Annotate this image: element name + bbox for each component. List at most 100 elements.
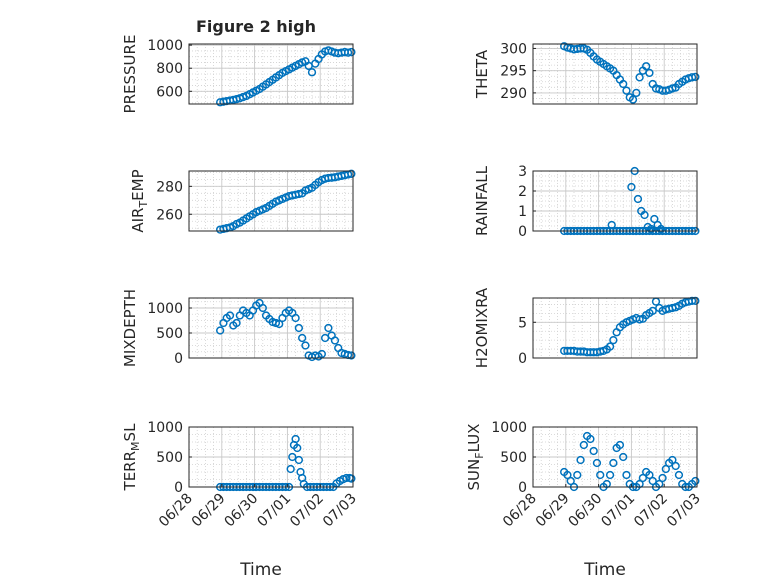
y-tick-label: 0 [174,480,183,496]
y-axis-label: TERRMSL [121,423,142,492]
y-tick-label: 0 [518,224,527,240]
data-point [687,73,697,82]
y-tick-label: 1000 [147,420,183,436]
data-point [307,68,317,77]
y-tick-label: 600 [156,84,183,100]
y-axis-label: SUNFLUX [465,424,486,491]
y-tick-label: 3 [518,164,527,180]
y-tick-label: 260 [156,207,183,223]
data-point [615,440,625,450]
y-axis-label: RAINFALL [473,165,491,236]
axes-box [188,43,354,105]
data-point [576,455,585,465]
y-tick-label: 1000 [491,420,527,436]
data-point [619,452,628,462]
y-tick-label: 1000 [147,301,183,317]
y-axis-label: THETA [473,49,491,99]
data-point [294,189,304,199]
axes-box [532,43,698,105]
data-point [324,323,333,333]
data-point [298,333,307,343]
axes-mixdepth: 0 500 1000 MIXDEPTH [121,289,356,367]
data-point [646,224,656,234]
axes-air_temp: 260 280 AIRTEMP [129,169,356,234]
data-point [573,470,582,480]
data-point [291,434,300,444]
y-tick-label: 290 [500,86,527,102]
data-point [619,79,628,89]
y-axis-label: H2OMIXRA [473,287,491,368]
data-point [589,446,598,456]
data-point [607,220,616,230]
y-tick-label: 0 [518,480,527,496]
data-point [579,440,588,450]
axes-rainfall: 0 1 2 3 RAINFALL [473,164,700,240]
axes-theta: 290 295 300 THETA [473,41,700,105]
data-point [671,461,680,471]
y-tick-label: 500 [500,450,527,466]
y-axis-label: PRESSURE [121,35,139,114]
axes-box [532,170,698,232]
data-point [596,470,605,480]
data-point [592,458,602,468]
data-point [605,342,615,351]
y-tick-label: 280 [156,179,183,195]
data-point [294,323,304,333]
y-axis-label: MIXDEPTH [121,289,139,367]
axes-h2omixra: 0 5 H2OMIXRA [473,287,700,368]
data-point [658,473,667,483]
data-point [563,470,572,480]
data-point [687,296,697,306]
data-point [642,62,651,71]
data-point [258,303,267,313]
data-point [586,434,595,444]
data-point [291,313,300,323]
y-tick-label: 0 [518,351,527,367]
y-tick-label: 300 [500,41,527,57]
y-tick-label: 5 [518,315,527,331]
data-point [628,95,638,104]
data-point [294,455,304,465]
data-point [622,470,631,480]
data-point [566,476,575,486]
data-point [691,476,700,486]
data-point [216,326,225,335]
y-tick-label: 2 [518,184,527,200]
data-point [632,88,641,98]
y-tick-label: 500 [156,326,183,342]
x-axis-label: Time [239,560,282,580]
data-point [668,455,677,465]
data-point [656,224,666,234]
data-point [648,476,657,486]
data-point [635,315,644,324]
axes-box [532,297,698,359]
data-point [301,341,310,350]
data-point [635,73,644,82]
data-point [330,336,340,345]
data-point [342,473,351,483]
y-tick-label: 800 [156,61,183,77]
data-point [232,318,241,328]
data-point [609,335,618,345]
axes-sun_flux: 05001000SUNFLUX06/2806/2906/3007/0107/02… [465,420,704,580]
data-point [347,474,356,483]
data-point [293,443,302,453]
data-point [609,458,618,468]
x-axis-label: Time [583,560,626,580]
data-point [343,48,353,57]
chart-title: Figure 2 high [196,17,316,36]
data-point [605,470,615,480]
data-point [225,311,235,320]
data-point [645,68,654,78]
data-point [275,319,284,329]
data-point [640,210,649,220]
y-tick-label: 1 [518,204,527,220]
data-point [650,214,659,224]
data-point [286,464,295,474]
data-point [347,47,356,57]
axes-pressure: 600 800 1000 PRESSURE Figure 2 high [121,17,356,114]
data-point [288,452,297,462]
y-tick-label: 0 [174,351,183,367]
axes-box [188,170,354,232]
